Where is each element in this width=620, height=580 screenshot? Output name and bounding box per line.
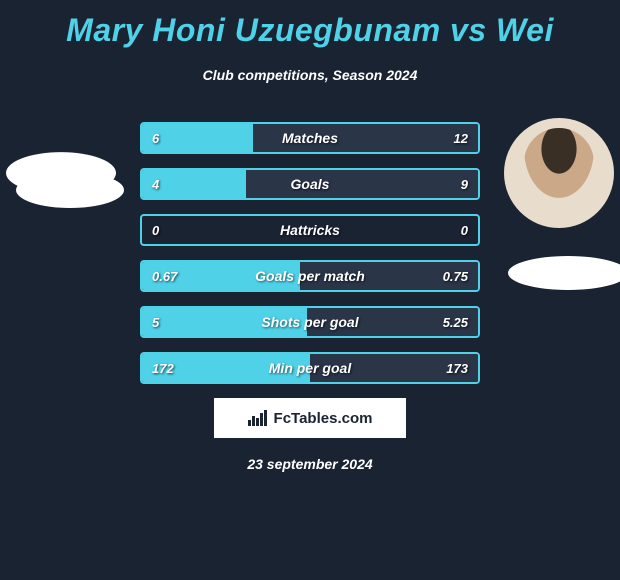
stat-value-left: 0.67	[142, 262, 187, 290]
stat-label: Shots per goal	[142, 308, 478, 336]
player-avatar-right	[504, 118, 614, 228]
stat-value-right: 12	[444, 124, 478, 152]
stat-value-left: 4	[142, 170, 169, 198]
stat-row: 4 Goals 9	[140, 168, 480, 200]
stat-label: Goals	[142, 170, 478, 198]
stat-row: 6 Matches 12	[140, 122, 480, 154]
player-badge-right	[508, 256, 620, 290]
stat-row: 0.67 Goals per match 0.75	[140, 260, 480, 292]
stat-row: 0 Hattricks 0	[140, 214, 480, 246]
stat-value-left: 0	[142, 216, 169, 244]
stat-value-right: 0	[451, 216, 478, 244]
stat-value-left: 5	[142, 308, 169, 336]
date-text: 23 september 2024	[0, 456, 620, 472]
stats-comparison-chart: 6 Matches 12 4 Goals 9 0 Hattricks 0 0.6…	[140, 122, 480, 398]
attribution-link[interactable]: FcTables.com	[212, 396, 408, 440]
stat-value-left: 172	[142, 354, 184, 382]
fctables-logo-icon	[248, 410, 268, 426]
stat-value-right: 5.25	[433, 308, 478, 336]
stat-label: Min per goal	[142, 354, 478, 382]
player-badge-left	[16, 172, 124, 208]
stat-value-right: 0.75	[433, 262, 478, 290]
stat-value-right: 173	[436, 354, 478, 382]
stat-value-right: 9	[451, 170, 478, 198]
stat-row: 172 Min per goal 173	[140, 352, 480, 384]
stat-value-left: 6	[142, 124, 169, 152]
stat-label: Goals per match	[142, 262, 478, 290]
page-title: Mary Honi Uzuegbunam vs Wei	[0, 0, 620, 49]
subtitle: Club competitions, Season 2024	[0, 67, 620, 83]
stat-label: Matches	[142, 124, 478, 152]
stat-row: 5 Shots per goal 5.25	[140, 306, 480, 338]
attribution-text: FcTables.com	[274, 410, 373, 427]
stat-label: Hattricks	[142, 216, 478, 244]
